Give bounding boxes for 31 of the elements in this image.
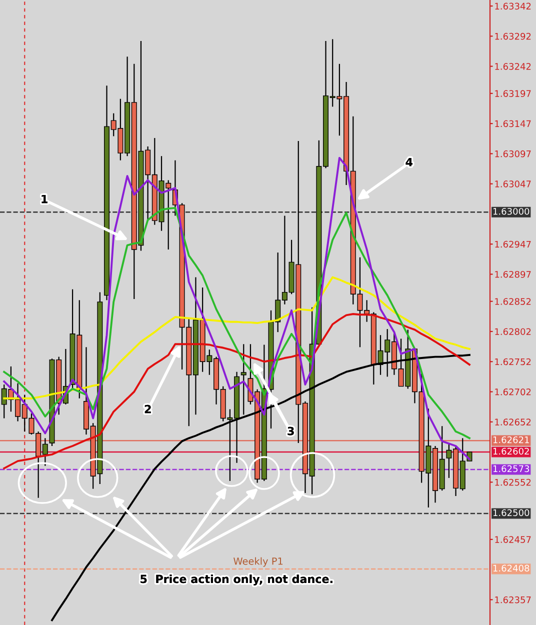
line-series (3, 156, 470, 460)
ref-line-label: 1.62573 (493, 465, 530, 472)
y-tick-label: 1.63097 (495, 150, 531, 158)
annotation: Weekly P1 (234, 557, 283, 567)
ref-line-label: 1.62621 (493, 436, 529, 444)
y-tick-label: 1.63292 (495, 32, 531, 40)
line-series (3, 206, 470, 440)
annotation: 5 Price action only, not dance. (140, 574, 332, 586)
ref-line-label: 1.62408 (493, 564, 530, 572)
y-tick-label: 1.62752 (495, 358, 531, 366)
ref-line-label: 1.62602 (493, 448, 529, 455)
y-tick-label: 1.62802 (495, 328, 531, 336)
y-tick-label: 1.62852 (495, 298, 531, 305)
annotation: 2 (144, 404, 151, 414)
y-tick-label: 1.63342 (495, 2, 531, 10)
y-tick-label: 1.63147 (495, 120, 531, 128)
annotation: 3 (288, 426, 294, 436)
y-tick-label: 1.62897 (495, 270, 531, 278)
y-tick-label: 1.62652 (495, 418, 531, 426)
y-tick-label: 1.62947 (495, 240, 531, 248)
y-tick-label: 1.62457 (495, 536, 531, 543)
y-tick-label: 1.63242 (495, 63, 531, 70)
y-tick-label: 1.62552 (495, 478, 531, 486)
ref-line-label: 1.63000 (493, 208, 530, 215)
y-tick-label: 1.63197 (495, 90, 531, 97)
y-tick-label: 1.63047 (495, 180, 531, 188)
ref-line-label: 1.62500 (493, 509, 530, 516)
y-tick-label: 1.62357 (495, 596, 531, 604)
annotation: 4 (406, 158, 413, 166)
y-tick-label: 1.62702 (495, 388, 531, 396)
annotation: 1 (42, 194, 48, 204)
